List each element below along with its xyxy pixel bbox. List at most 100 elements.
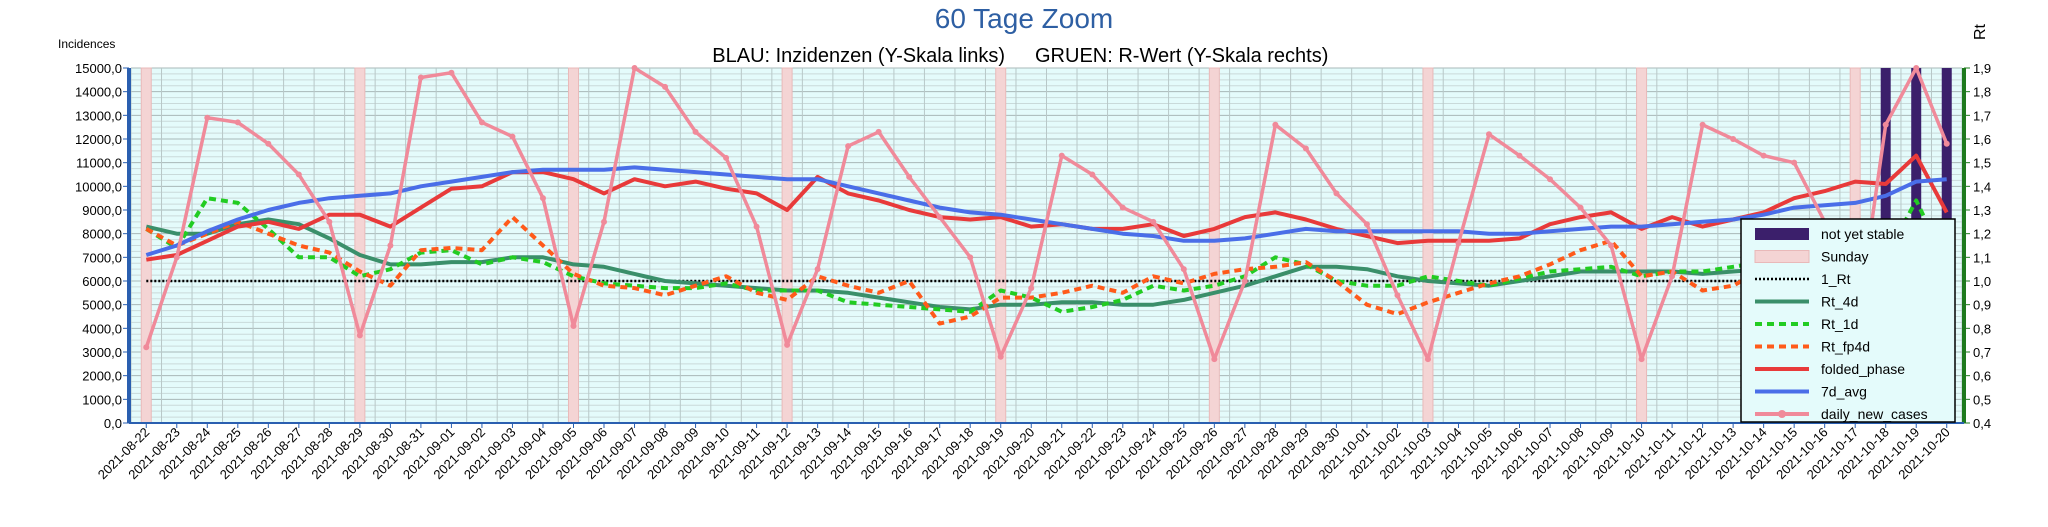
data-point-daily-new-cases (539, 195, 546, 202)
data-point-daily-new-cases (906, 173, 913, 180)
data-point-daily-new-cases (1424, 356, 1431, 363)
legend-label-rt-4d: Rt_4d (1821, 294, 1858, 310)
y-tick-label-right: 0,6 (1973, 369, 1991, 384)
data-point-daily-new-cases (662, 83, 669, 90)
legend-marker-daily-new-cases (1778, 410, 1786, 418)
legend-label-folded-phase: folded_phase (1821, 361, 1905, 377)
legend-swatch-not-yet-stable (1755, 228, 1809, 240)
data-point-daily-new-cases (1730, 136, 1737, 142)
y-tick-label-right: 1,3 (1973, 203, 1991, 218)
y-tick-label-right: 1,8 (1973, 85, 1991, 100)
data-point-daily-new-cases (601, 218, 608, 225)
data-point-daily-new-cases (1577, 204, 1584, 211)
y-tick-label-left: 10000,0 (75, 179, 122, 194)
y-tick-label-left: 13000,0 (75, 108, 122, 123)
data-point-daily-new-cases (295, 171, 302, 178)
data-point-daily-new-cases (1485, 131, 1492, 138)
data-point-daily-new-cases (509, 133, 516, 140)
y-tick-label-right: 1,7 (1973, 108, 1991, 123)
y-tick-label-right: 1,2 (1973, 227, 1991, 242)
data-point-daily-new-cases (967, 254, 974, 261)
sunday-bar (995, 67, 1007, 424)
legend-label-1-rt: 1_Rt (1821, 271, 1851, 287)
sunday-bar (781, 67, 793, 424)
series-line-rt-fp4d (145, 215, 1949, 326)
y-tick-label-left: 4000,0 (82, 321, 122, 336)
data-point-daily-new-cases (1363, 221, 1370, 228)
y-tick-label-right: 1,6 (1973, 132, 1991, 147)
y-tick-label-left: 14000,0 (75, 85, 122, 100)
sunday-bar (140, 67, 152, 424)
data-point-daily-new-cases (784, 341, 791, 348)
y-tick-label-left: 8000,0 (82, 227, 122, 242)
data-point-daily-new-cases (173, 254, 180, 261)
y-tick-label-left: 6000,0 (82, 274, 122, 289)
data-point-daily-new-cases (234, 119, 241, 126)
data-point-daily-new-cases (1180, 266, 1187, 273)
data-point-daily-new-cases (1516, 152, 1523, 159)
y-tick-label-right: 1,1 (1973, 250, 1991, 265)
data-point-daily-new-cases (1638, 356, 1645, 363)
y-tick-label-right: 0,5 (1973, 392, 1991, 407)
data-point-daily-new-cases (356, 332, 363, 339)
y-tick-label-right: 1,0 (1973, 274, 1991, 289)
data-point-daily-new-cases (1058, 152, 1065, 159)
legend-swatch-sunday (1754, 250, 1810, 263)
data-point-daily-new-cases (1119, 204, 1126, 211)
data-point-daily-new-cases (448, 69, 455, 76)
legend-label-rt-1d: Rt_1d (1821, 316, 1858, 332)
data-point-daily-new-cases (692, 128, 699, 135)
legend-label-7d-avg: 7d_avg (1821, 384, 1867, 400)
data-point-daily-new-cases (1333, 190, 1340, 197)
y-tick-label-left: 11000,0 (76, 156, 122, 171)
data-point-daily-new-cases (753, 223, 760, 230)
data-point-daily-new-cases (845, 143, 852, 150)
y-tick-label-right: 0,7 (1973, 345, 1991, 360)
data-point-daily-new-cases (1669, 273, 1676, 280)
data-point-daily-new-cases (1791, 159, 1798, 166)
data-point-daily-new-cases (1150, 218, 1157, 225)
data-point-daily-new-cases (1028, 285, 1035, 292)
data-point-daily-new-cases (478, 119, 485, 126)
data-point-daily-new-cases (1608, 242, 1615, 249)
data-point-daily-new-cases (1455, 240, 1462, 247)
data-point-daily-new-cases (1699, 121, 1706, 128)
data-point-daily-new-cases (265, 140, 272, 147)
data-point-daily-new-cases (143, 344, 150, 351)
data-point-daily-new-cases (387, 242, 394, 249)
data-point-daily-new-cases (326, 218, 333, 225)
data-point-daily-new-cases (1089, 171, 1096, 178)
chart-subtitle-right: GRUEN: R-Wert (Y-Skala rechts) (1035, 45, 1328, 67)
legend-label-sunday: Sunday (1821, 249, 1868, 265)
data-point-daily-new-cases (1302, 145, 1309, 152)
legend-label-rt-fp4d: Rt_fp4d (1821, 339, 1870, 355)
sunday-bar (567, 67, 579, 424)
y-tick-label-right: 1,5 (1973, 156, 1991, 171)
y-tick-label-left: 12000,0 (75, 132, 122, 147)
data-point-daily-new-cases (1760, 152, 1767, 159)
y-tick-label-left: 0,0 (104, 416, 122, 431)
data-point-daily-new-cases (1547, 176, 1554, 183)
y-tick-label-left: 2000,0 (82, 369, 122, 384)
data-point-daily-new-cases (631, 65, 638, 71)
sunday-bar (1422, 67, 1434, 424)
data-point-daily-new-cases (1272, 121, 1279, 128)
data-point-daily-new-cases (723, 154, 730, 161)
chart-subtitle-left: BLAU: Inzidenzen (Y-Skala links) (712, 45, 1005, 67)
y-tick-label-right: 0,4 (1973, 416, 1991, 431)
data-point-daily-new-cases (1394, 292, 1401, 299)
y-tick-label-left: 1000,0 (82, 392, 122, 407)
y-axis-right-label: Rt (1972, 23, 1989, 40)
plot-area: 0,0 1000,0 2000,0 3000,0 4000,0 5000,0 6000,0 7… (75, 61, 1991, 482)
y-tick-label-left: 7000,0 (82, 250, 122, 265)
legend-label-not-yet-stable: not yet stable (1821, 226, 1904, 242)
data-point-daily-new-cases (570, 322, 577, 329)
y-tick-label-left: 9000,0 (82, 203, 122, 218)
y-tick-label-left: 15000,0 (75, 61, 122, 76)
data-point-daily-new-cases (1882, 121, 1889, 128)
data-point-daily-new-cases (1913, 65, 1920, 71)
data-point-daily-new-cases (1241, 278, 1248, 284)
series-line-daily-new-cases (144, 66, 1949, 361)
data-point-daily-new-cases (204, 114, 211, 121)
